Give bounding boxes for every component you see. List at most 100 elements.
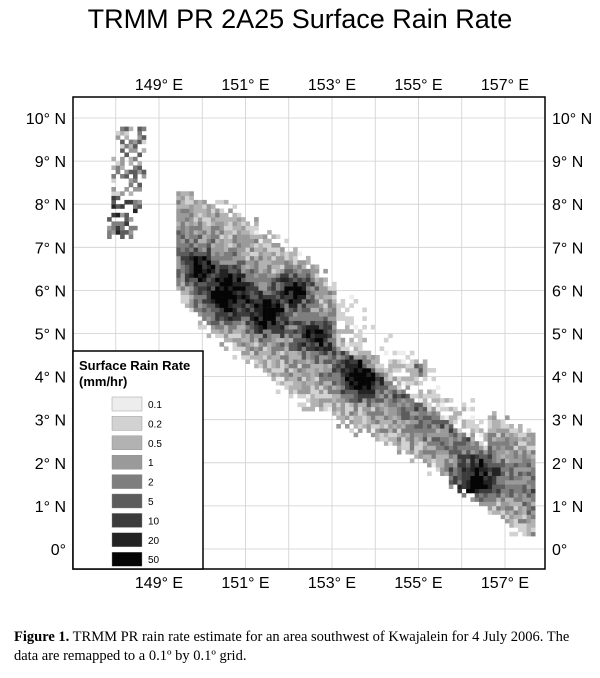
rain-cell — [301, 324, 307, 330]
rain-cell — [522, 480, 527, 485]
rain-cell — [288, 303, 294, 308]
rain-cell — [232, 346, 238, 351]
rain-cell — [280, 355, 285, 360]
rain-cell — [479, 484, 484, 489]
rain-cell — [448, 458, 454, 464]
rain-cell — [202, 303, 207, 308]
rain-cell — [249, 281, 255, 287]
rain-cell — [327, 294, 333, 300]
rain-cell — [314, 290, 320, 295]
rain-cell — [275, 350, 281, 356]
rain-cell — [245, 320, 251, 326]
rain-cell — [202, 260, 207, 265]
rain-cell — [474, 471, 480, 476]
rain-cell — [293, 307, 298, 313]
rain-cell — [267, 372, 272, 377]
rain-cell — [332, 385, 337, 390]
rain-cell — [388, 376, 393, 382]
rain-cell — [336, 402, 341, 408]
rain-cell — [176, 212, 181, 218]
rain-cell — [271, 346, 276, 351]
rain-cell — [327, 303, 333, 308]
rain-cell — [288, 290, 294, 295]
rain-cell — [332, 333, 337, 339]
rain-cell — [435, 406, 441, 412]
rain-cell — [176, 273, 181, 278]
rain-cell — [176, 191, 181, 196]
rain-cell — [176, 221, 181, 226]
rain-cell — [193, 264, 199, 270]
rain-cell — [340, 346, 346, 351]
rain-cell — [228, 281, 233, 287]
rain-cell — [461, 402, 467, 408]
rain-cell — [310, 268, 315, 274]
rain-cell — [301, 290, 307, 295]
rain-cell — [435, 424, 441, 429]
rain-cell — [176, 234, 181, 239]
rain-cell — [414, 376, 419, 382]
rain-cell — [518, 445, 523, 451]
rain-cell — [431, 415, 437, 420]
rain-cell — [453, 458, 458, 464]
rain-cell — [189, 307, 194, 313]
rain-cell — [414, 411, 419, 416]
rain-cell — [461, 424, 467, 429]
rain-cell-north — [120, 212, 125, 218]
rain-cell — [401, 363, 406, 369]
rain-cell — [180, 273, 186, 278]
rain-cell — [530, 462, 536, 468]
rain-cell — [232, 273, 238, 278]
rain-cell — [323, 320, 328, 326]
rain-cell — [345, 320, 350, 326]
rain-cell — [530, 505, 536, 511]
rain-cell — [245, 342, 251, 347]
rain-cell — [193, 290, 199, 295]
rain-cell — [258, 243, 264, 248]
rain-cell — [275, 234, 281, 239]
rain-cell — [193, 238, 199, 244]
rain-cell — [530, 510, 536, 515]
rain-cell — [448, 480, 454, 485]
rain-cell — [271, 299, 276, 304]
rain-cell — [271, 251, 276, 257]
rain-cell — [470, 419, 475, 425]
rain-cell — [206, 273, 212, 278]
rain-cell — [275, 363, 281, 369]
rain-cell — [319, 281, 324, 287]
rain-cell — [357, 376, 363, 382]
rain-cell — [184, 217, 190, 222]
rain-cell — [297, 359, 302, 364]
rain-cell — [336, 415, 341, 420]
rain-cell — [392, 432, 398, 438]
rain-cell — [215, 268, 220, 274]
rain-cell — [349, 368, 354, 373]
rain-cell — [223, 268, 229, 274]
rain-cell — [487, 484, 493, 489]
rain-cell — [518, 462, 523, 468]
rain-cell — [453, 462, 458, 468]
rain-cell — [526, 454, 532, 459]
rain-cell — [202, 221, 207, 226]
rain-cell — [492, 505, 497, 511]
rain-cell — [513, 462, 519, 468]
rain-cell — [271, 337, 276, 343]
rain-cell — [306, 393, 311, 399]
latitude-label-right: 1° N — [552, 499, 583, 516]
rain-cell — [193, 255, 199, 261]
rain-cell — [375, 415, 380, 420]
rain-cell — [254, 238, 259, 244]
rain-cell — [336, 359, 341, 364]
rain-cell — [193, 212, 199, 218]
rain-cell — [275, 389, 281, 395]
rain-cell-north — [133, 178, 138, 183]
rain-cell — [210, 217, 216, 222]
rain-cell — [332, 324, 337, 330]
rain-cell — [297, 380, 302, 386]
rain-cell — [357, 389, 363, 395]
rain-cell — [275, 290, 281, 295]
rain-cell — [474, 424, 480, 429]
rain-cell — [427, 454, 432, 459]
rain-cell — [427, 471, 432, 476]
rain-cell — [236, 307, 242, 313]
rain-cell — [323, 337, 328, 343]
